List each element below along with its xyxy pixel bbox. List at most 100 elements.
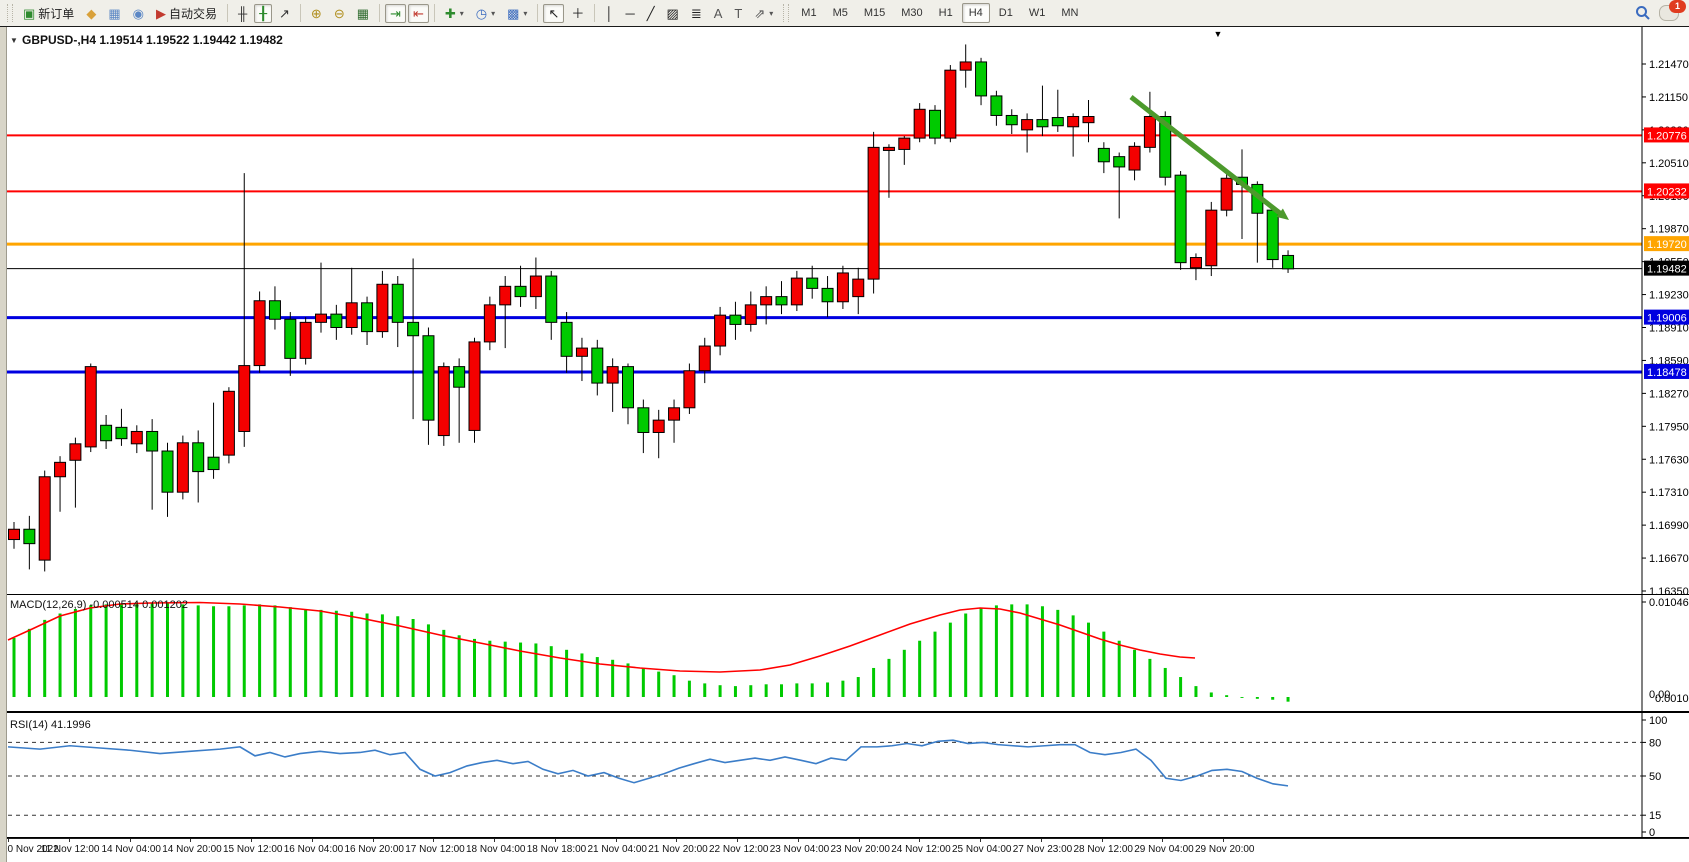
timeframe-w1-button[interactable]: W1 xyxy=(1028,7,1046,19)
date-label: 11 Nov 12:00 xyxy=(40,844,100,855)
signals-button[interactable]: ◉ xyxy=(128,4,149,23)
tile-windows-button[interactable]: ▦ xyxy=(352,4,374,23)
svg-text:1.20232: 1.20232 xyxy=(1647,186,1687,198)
date-tick xyxy=(676,839,678,842)
channel-icon: ▨ xyxy=(666,5,679,21)
bar-chart-button[interactable]: ╫ xyxy=(233,4,252,23)
svg-text:1.16350: 1.16350 xyxy=(1649,586,1689,594)
date-tick xyxy=(980,839,981,842)
macd-indicator-panel[interactable]: 0.010468 0.000.001037 MACD(12,26,9) -0.000… xyxy=(0,594,1689,712)
svg-text:1.18478: 1.18478 xyxy=(1647,367,1687,379)
date-label: 25 Nov 04:00 xyxy=(952,844,1012,855)
search-icon[interactable] xyxy=(1635,5,1651,21)
auto-scroll-icon: ⇥ xyxy=(390,5,401,21)
date-label: 15 Nov 12:00 xyxy=(223,844,283,855)
timeframe-m30-button[interactable]: M30 xyxy=(901,7,923,19)
horizontal-line-button[interactable]: ─ xyxy=(620,4,639,23)
chart-shift-marker: ▼ xyxy=(1214,29,1223,39)
new-order-button-label: 新订单 xyxy=(38,6,75,21)
timeframe-d1-button[interactable]: D1 xyxy=(998,7,1013,19)
date-label: 21 Nov 04:00 xyxy=(587,844,648,855)
svg-text:1.21470: 1.21470 xyxy=(1649,59,1689,71)
main-price-chart[interactable]: 1.214701.211501.208301.205101.201901.198… xyxy=(0,27,1689,594)
date-tick xyxy=(433,839,435,842)
trendline-button[interactable]: ╱ xyxy=(642,4,660,23)
date-tick xyxy=(129,839,131,842)
main-toolbar: ▣ 新订单 ◆ ▦ ◉ ▶ 自动交易 ╫ ╂ ↗ ⊕ ⊖ ▦ ⇥ ⇤ ✚ ▾ ◷ ▾ ▩ ▾ ↖ ＋ │ ─ ╱ ▨ ≣ A T ⇗ ▾ M1… xyxy=(0,0,1689,27)
notifications-badge: 1 xyxy=(1669,0,1686,13)
line-chart-button[interactable]: ↗ xyxy=(274,4,295,23)
charts-button[interactable]: ▦ xyxy=(103,4,125,23)
chevron-down-icon: ▾ xyxy=(491,8,496,18)
svg-text:15: 15 xyxy=(1649,810,1661,822)
fibonacci-button[interactable]: ≣ xyxy=(686,4,707,23)
date-label: 10 Nov 2022 xyxy=(2,844,59,855)
zoom-in-icon: ⊕ xyxy=(310,5,322,21)
vertical-line-button[interactable]: │ xyxy=(600,4,618,23)
timeframe-h4-button[interactable]: H4 xyxy=(961,3,990,23)
macd-axis: 0.010468 0.000.001037 xyxy=(1642,597,1689,705)
date-tick xyxy=(797,839,799,842)
cursor-button[interactable]: ↖ xyxy=(543,3,565,23)
zoom-out-button[interactable]: ⊖ xyxy=(329,4,350,23)
vertical-line-icon: │ xyxy=(605,5,614,21)
timeframe-m5-button[interactable]: M5 xyxy=(832,7,848,19)
timeframe-m15-button[interactable]: M15 xyxy=(863,7,886,19)
price-level-label: 1.19482 xyxy=(1644,260,1689,276)
svg-text:1.16990: 1.16990 xyxy=(1649,520,1689,532)
date-tick xyxy=(1223,839,1224,842)
templates-button[interactable]: ▩ ▾ xyxy=(502,4,532,23)
date-label: 23 Nov 20:00 xyxy=(830,844,891,855)
svg-text:0.00: 0.00 xyxy=(1649,689,1670,701)
text-button[interactable]: A xyxy=(709,4,728,23)
timeframe-mn-button[interactable]: MN xyxy=(1061,7,1079,19)
date-label: 14 Nov 20:00 xyxy=(162,844,222,855)
date-axis[interactable]: 10 Nov 2022 11 Nov 12:00 14 Nov 04:00 14 No… xyxy=(0,838,1689,862)
periods-icon: ◷ xyxy=(475,5,488,21)
svg-text:1.18910: 1.18910 xyxy=(1649,323,1689,335)
svg-text:1.19720: 1.19720 xyxy=(1647,239,1687,251)
chart-shift-button[interactable]: ⇤ xyxy=(407,3,429,23)
zoom-in-button[interactable]: ⊕ xyxy=(306,4,327,23)
svg-text:MACD(12,26,9) -0.000514 0.0012: MACD(12,26,9) -0.000514 0.001202 xyxy=(10,599,188,611)
notifications-icon[interactable]: 1 xyxy=(1659,0,1686,21)
channel-button[interactable]: ▨ xyxy=(662,4,684,23)
trend-arrow-annotation[interactable] xyxy=(1129,95,1289,220)
date-tick xyxy=(251,839,252,842)
toolbar-grip-2[interactable] xyxy=(783,4,790,22)
date-label: 21 Nov 20:00 xyxy=(648,844,708,855)
rsi-indicator-panel[interactable]: 100 80 50 15 0 RSI(14) 41.1996 xyxy=(0,712,1689,838)
price-axis[interactable]: 1.214701.211501.208301.205101.201901.198… xyxy=(1641,27,1689,594)
svg-text:1.19006: 1.19006 xyxy=(1647,313,1687,325)
new-order-button[interactable]: ▣ 新订单 xyxy=(18,2,79,25)
indicators-icon: ✚ xyxy=(444,5,456,21)
svg-text:1.19230: 1.19230 xyxy=(1649,290,1689,302)
indicators-button[interactable]: ✚ ▾ xyxy=(440,4,469,23)
text-label-button[interactable]: T xyxy=(729,4,747,23)
date-label: 17 Nov 12:00 xyxy=(405,844,465,855)
tile-windows-icon: ▦ xyxy=(356,5,370,21)
line-chart-icon: ↗ xyxy=(279,5,290,21)
date-label: 18 Nov 04:00 xyxy=(466,844,526,855)
svg-text:50: 50 xyxy=(1649,771,1661,783)
price-level-label: 1.19720 xyxy=(1644,236,1689,252)
data-window-button[interactable]: ◆ xyxy=(81,4,101,23)
auto-trading-button[interactable]: ▶ 自动交易 xyxy=(151,2,222,25)
auto-trading-icon: ▶ xyxy=(155,5,166,21)
auto-scroll-button[interactable]: ⇥ xyxy=(385,3,406,23)
candlestick-chart-button[interactable]: ╂ xyxy=(254,3,273,23)
toolbar-separator xyxy=(379,4,381,22)
periods-button[interactable]: ◷ ▾ xyxy=(471,4,500,23)
date-label: 16 Nov 04:00 xyxy=(283,844,344,855)
svg-text:1.20510: 1.20510 xyxy=(1649,158,1689,170)
price-level-label: 1.20232 xyxy=(1644,183,1689,199)
auto-trading-button-label: 自动交易 xyxy=(168,6,217,21)
arrows-button[interactable]: ⇗ ▾ xyxy=(749,4,778,23)
date-label: 29 Nov 20:00 xyxy=(1195,844,1255,855)
toolbar-grip[interactable] xyxy=(7,4,13,22)
crosshair-button[interactable]: ＋ xyxy=(566,4,589,23)
timeframe-m1-button[interactable]: M1 xyxy=(801,7,817,19)
price-level-label: 1.19006 xyxy=(1644,309,1689,325)
timeframe-h1-button[interactable]: H1 xyxy=(938,7,953,19)
